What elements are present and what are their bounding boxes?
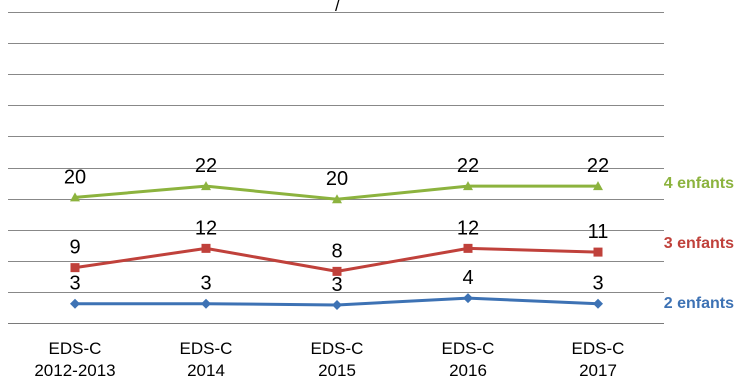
data-point-4-enfants (70, 192, 80, 202)
x-tick-label-line: 2016 (449, 361, 487, 380)
data-label-2-enfants: 3 (200, 273, 211, 295)
legend-label-3-enfants: 3 enfants (664, 235, 734, 252)
data-point-2-enfants (70, 298, 80, 309)
x-tick-label-line: 2017 (579, 361, 617, 380)
legend-label-2-enfants: 2 enfants (664, 295, 734, 312)
data-label-2-enfants: 3 (69, 273, 80, 295)
data-point-2-enfants (593, 298, 603, 309)
data-point-3-enfants (201, 243, 211, 253)
chart-title-fragment: / (335, 0, 340, 15)
data-point-3-enfants (70, 263, 80, 273)
data-label-2-enfants: 3 (592, 273, 603, 295)
data-labels: 20 22 20 22 22 9 12 8 12 11 3 3 3 4 3 (64, 155, 609, 296)
x-tick-label-line: EDS-C (49, 339, 102, 358)
data-point-2-enfants (463, 293, 473, 304)
data-label-4-enfants: 20 (326, 168, 348, 190)
x-tick-label-line: 2014 (187, 361, 225, 380)
data-label-3-enfants: 9 (69, 237, 80, 259)
legend-label-4-enfants: 4 enfants (664, 175, 734, 192)
x-axis: EDS-C 2012-2013 EDS-C 2014 EDS-C 2015 EDS-C 201… (8, 322, 664, 380)
x-tick-label: EDS-C 2016 (442, 339, 495, 380)
legend: 4 enfants 3 enfants 2 enfants (664, 175, 734, 312)
data-point-3-enfants (332, 266, 342, 276)
data-label-3-enfants: 11 (588, 221, 609, 243)
data-label-4-enfants: 22 (195, 155, 217, 177)
data-label-4-enfants: 22 (587, 155, 609, 177)
x-tick-label-line: 2015 (318, 361, 356, 380)
x-tick-label: EDS-C 2014 (180, 339, 233, 380)
data-label-3-enfants: 8 (331, 240, 342, 262)
x-tick-label: EDS-C 2017 (572, 339, 625, 380)
series-lines (70, 181, 603, 310)
data-point-4-enfants (463, 181, 473, 191)
data-label-2-enfants: 4 (462, 267, 473, 289)
data-label-3-enfants: 12 (457, 217, 479, 239)
data-label-2-enfants: 3 (331, 274, 342, 296)
data-point-3-enfants (593, 247, 603, 257)
x-tick-label-line: EDS-C (180, 339, 233, 358)
data-label-3-enfants: 12 (195, 217, 217, 239)
x-tick-label-line: 2012-2013 (34, 361, 115, 380)
x-tick-label: EDS-C 2012-2013 (34, 339, 115, 380)
data-point-4-enfants (201, 181, 211, 191)
x-tick-label-line: EDS-C (572, 339, 625, 358)
data-point-4-enfants (593, 181, 603, 191)
x-tick-label-line: EDS-C (442, 339, 495, 358)
data-point-3-enfants (463, 243, 473, 253)
data-point-4-enfants (332, 194, 342, 204)
data-point-2-enfants (201, 298, 211, 309)
data-label-4-enfants: 22 (457, 155, 479, 177)
x-tick-label: EDS-C 2015 (311, 339, 364, 380)
data-label-4-enfants: 20 (64, 166, 86, 188)
data-point-2-enfants (332, 299, 342, 310)
x-tick-label-line: EDS-C (311, 339, 364, 358)
